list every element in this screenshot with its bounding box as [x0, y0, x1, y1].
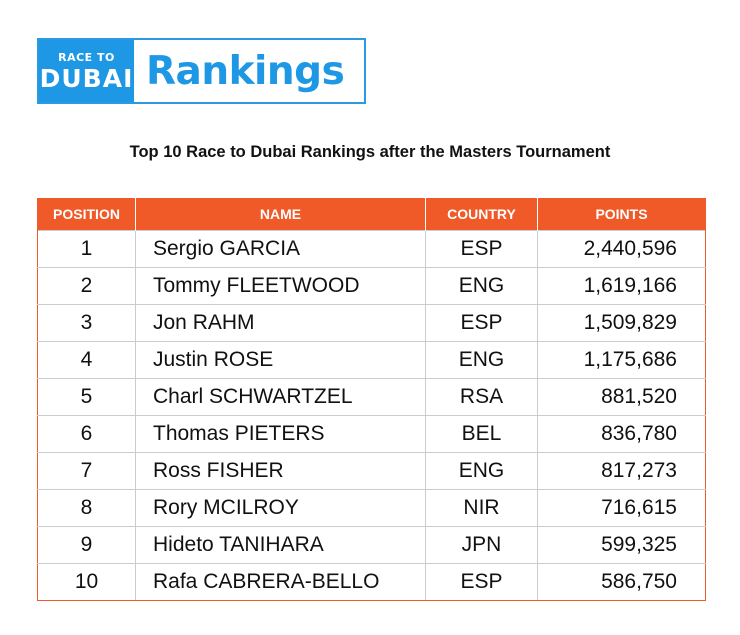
logo-rankings-text: Rankings [146, 48, 345, 94]
cell-points: 881,520 [537, 378, 706, 416]
header-position: POSITION [37, 198, 136, 231]
table-row: 3 Jon RAHM ESP 1,509,829 [37, 304, 706, 342]
page-subtitle: Top 10 Race to Dubai Rankings after the … [129, 143, 611, 161]
cell-name: Rafa CABRERA-BELLO [135, 563, 426, 601]
cell-points: 836,780 [537, 415, 706, 453]
cell-country: ENG [425, 267, 538, 305]
cell-position: 3 [37, 304, 136, 342]
table-row: 8 Rory MCILROY NIR 716,615 [37, 489, 706, 527]
table-row: 6 Thomas PIETERS BEL 836,780 [37, 415, 706, 453]
cell-points: 716,615 [537, 489, 706, 527]
header-country: COUNTRY [425, 198, 538, 231]
table-header-row: POSITION NAME COUNTRY POINTS [37, 198, 706, 231]
table-row: 7 Ross FISHER ENG 817,273 [37, 452, 706, 490]
cell-name: Rory MCILROY [135, 489, 426, 527]
cell-position: 5 [37, 378, 136, 416]
cell-country: JPN [425, 526, 538, 564]
cell-name: Jon RAHM [135, 304, 426, 342]
cell-position: 7 [37, 452, 136, 490]
cell-position: 6 [37, 415, 136, 453]
cell-name: Hideto TANIHARA [135, 526, 426, 564]
cell-position: 4 [37, 341, 136, 379]
cell-country: ESP [425, 230, 538, 268]
table-row: 9 Hideto TANIHARA JPN 599,325 [37, 526, 706, 564]
table-row: 2 Tommy FLEETWOOD ENG 1,619,166 [37, 267, 706, 305]
cell-points: 586,750 [537, 563, 706, 601]
table-row: 4 Justin ROSE ENG 1,175,686 [37, 341, 706, 379]
table-row: 5 Charl SCHWARTZEL RSA 881,520 [37, 378, 706, 416]
cell-name: Tommy FLEETWOOD [135, 267, 426, 305]
logo-dubai-text: DUBAI [39, 63, 134, 93]
cell-name: Justin ROSE [135, 341, 426, 379]
race-to-dubai-rankings-logo: RACE TO DUBAI Rankings [37, 38, 366, 104]
cell-country: BEL [425, 415, 538, 453]
cell-points: 2,440,596 [537, 230, 706, 268]
cell-country: ESP [425, 304, 538, 342]
cell-country: NIR [425, 489, 538, 527]
cell-country: ENG [425, 341, 538, 379]
cell-position: 10 [37, 563, 136, 601]
cell-name: Charl SCHWARTZEL [135, 378, 426, 416]
cell-points: 599,325 [537, 526, 706, 564]
cell-name: Sergio GARCIA [135, 230, 426, 268]
cell-name: Thomas PIETERS [135, 415, 426, 453]
cell-country: ENG [425, 452, 538, 490]
cell-country: RSA [425, 378, 538, 416]
cell-position: 9 [37, 526, 136, 564]
cell-name: Ross FISHER [135, 452, 426, 490]
cell-points: 1,619,166 [537, 267, 706, 305]
table-row: 10 Rafa CABRERA-BELLO ESP 586,750 [37, 563, 706, 601]
cell-position: 2 [37, 267, 136, 305]
cell-position: 8 [37, 489, 136, 527]
cell-position: 1 [37, 230, 136, 268]
header-name: NAME [135, 198, 426, 231]
cell-country: ESP [425, 563, 538, 601]
cell-points: 1,175,686 [537, 341, 706, 379]
header-points: POINTS [537, 198, 706, 231]
rankings-table: POSITION NAME COUNTRY POINTS 1 Sergio GA… [37, 198, 706, 601]
logo-race-to-text: RACE TO [58, 50, 115, 64]
race-to-dubai-logo-mark: RACE TO DUBAI [39, 40, 134, 102]
cell-points: 817,273 [537, 452, 706, 490]
cell-points: 1,509,829 [537, 304, 706, 342]
table-row: 1 Sergio GARCIA ESP 2,440,596 [37, 230, 706, 268]
